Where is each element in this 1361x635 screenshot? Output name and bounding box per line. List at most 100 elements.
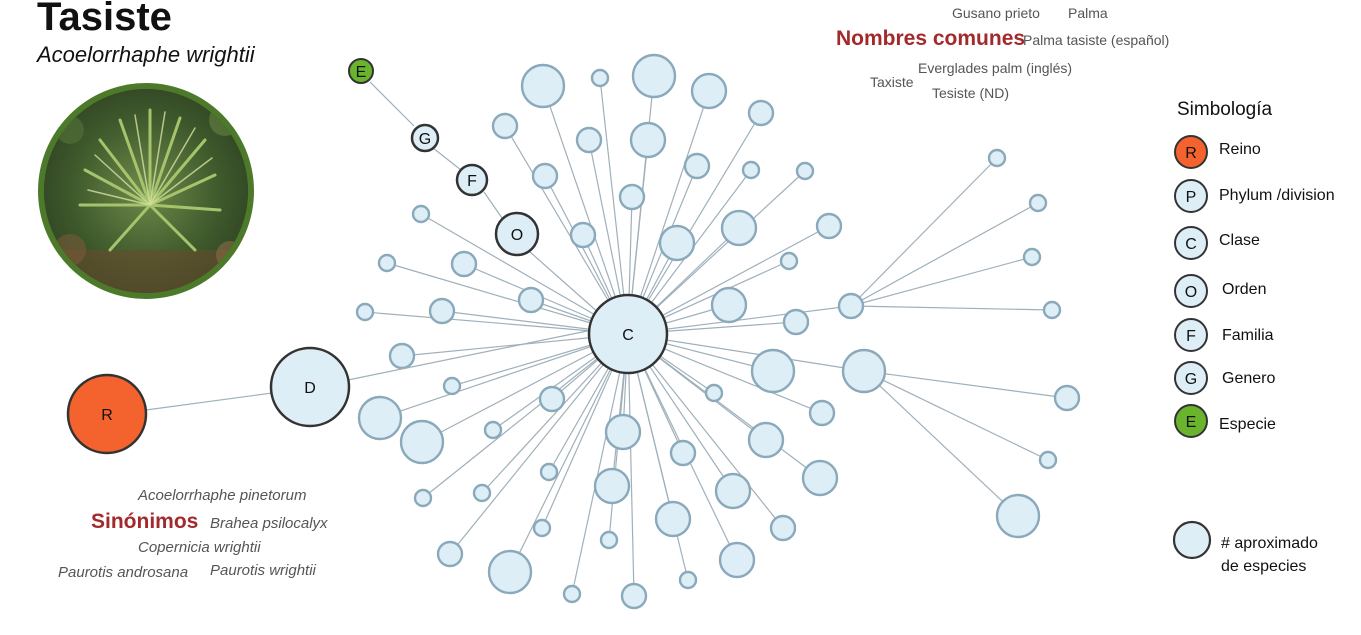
legend-label: Genero	[1222, 370, 1275, 387]
edge	[386, 262, 629, 335]
legend-label: Especie	[1219, 416, 1276, 433]
edge	[850, 305, 1053, 311]
species-count-circle	[428, 297, 456, 325]
species-count-circle	[569, 221, 597, 249]
species-count-circle	[720, 209, 758, 247]
palm-plant-photo-icon	[38, 83, 254, 299]
species-count-circle	[690, 72, 728, 110]
species-count-circle	[538, 385, 566, 413]
common-name: Everglades palm (inglés)	[918, 60, 1072, 76]
species-count-circle	[1038, 450, 1058, 470]
species-count-circle	[531, 162, 559, 190]
species-count-circle	[517, 286, 545, 314]
species-count-circle	[714, 472, 752, 510]
legend-size-note: # aproximado	[1221, 535, 1318, 552]
edge	[627, 90, 710, 335]
species-count-circle	[1028, 193, 1048, 213]
species-count-circle	[995, 493, 1041, 539]
species-count-circle	[618, 183, 646, 211]
edge	[627, 333, 689, 581]
edge	[627, 333, 635, 597]
legend-label: Familia	[1222, 327, 1274, 344]
species-count-circle	[411, 204, 431, 224]
node-orden-label: O	[511, 227, 523, 244]
node-reino: R	[66, 373, 148, 455]
species-count-circle	[718, 541, 756, 579]
species-count-circle	[669, 439, 697, 467]
edge	[504, 125, 629, 335]
species-count-circle	[442, 376, 462, 396]
species-count-circle	[593, 467, 631, 505]
edge	[850, 202, 1039, 307]
legend-title: Simbología	[1177, 99, 1272, 120]
node-division: D	[269, 346, 351, 428]
page-title: Tasiste	[37, 0, 172, 39]
synonym: Paurotis wrightii	[210, 562, 317, 579]
legend-item-phylum: P Phylum /division	[1174, 179, 1335, 213]
node-especie: E	[348, 58, 374, 84]
species-count-circle	[472, 483, 492, 503]
edge	[509, 333, 629, 573]
species-count-circle	[562, 584, 582, 604]
edge	[850, 157, 998, 307]
edges	[364, 75, 1068, 597]
edge	[863, 370, 1019, 517]
node-division-label: D	[304, 380, 316, 397]
synonym: Paurotis androsana	[58, 564, 188, 581]
edge	[863, 370, 1049, 461]
species-count-circle	[388, 342, 416, 370]
common-name: Taxiste	[870, 74, 914, 90]
species-count-circle	[629, 121, 667, 159]
edge	[850, 256, 1033, 307]
species-count-circle	[801, 459, 839, 497]
species-count-circle	[808, 399, 836, 427]
legend-letter: O	[1185, 284, 1197, 301]
edge	[863, 370, 1068, 399]
edge	[449, 333, 629, 555]
common-name: Palma	[1068, 5, 1108, 21]
edge	[364, 311, 629, 335]
legend-item-familia: F Familia	[1174, 318, 1274, 352]
species-count-circle	[399, 419, 445, 465]
edge-orden-clase	[529, 251, 601, 315]
node-clase-label: C	[622, 327, 634, 344]
node-genero: G	[410, 123, 440, 153]
species-count-circle	[590, 68, 610, 88]
species-count-circle	[741, 160, 761, 180]
edge-familia-orden	[483, 191, 503, 219]
synonyms: Acoelorrhaphe pinetorum Sinónimos Brahea…	[58, 487, 328, 581]
species-count-circle	[683, 152, 711, 180]
species-count-circle	[436, 540, 464, 568]
species-count-circle	[815, 212, 843, 240]
species-count-circle	[1053, 384, 1081, 412]
species-count-circle	[837, 292, 865, 320]
species-count-circle	[539, 462, 559, 482]
node-familia-label: F	[467, 173, 477, 190]
species-count-circle	[987, 148, 1007, 168]
species-count-circle	[483, 420, 503, 440]
legend-letter: C	[1185, 236, 1197, 253]
species-count-circle	[747, 421, 785, 459]
species-count-circle	[357, 395, 403, 441]
legend-item-clase: C Clase	[1174, 226, 1260, 260]
edge	[627, 333, 784, 529]
species-count-circle	[841, 348, 887, 394]
species-count-circle	[704, 383, 724, 403]
legend-letter: E	[1186, 414, 1197, 431]
species-count-circle	[413, 488, 433, 508]
edge	[379, 333, 629, 419]
species-count-circle	[491, 112, 519, 140]
species-count-circles	[355, 53, 1081, 610]
species-count-circle	[678, 570, 698, 590]
node-orden: O	[494, 211, 540, 257]
species-count-circle	[450, 250, 478, 278]
legend-letter: F	[1186, 328, 1196, 345]
legend-label: Reino	[1219, 141, 1261, 158]
legend-item-species-count: # aproximado de especies	[1172, 520, 1318, 575]
species-count-circle	[779, 251, 799, 271]
edge	[627, 112, 762, 335]
species-count-circle	[520, 63, 566, 109]
legend-size-note: de especies	[1221, 558, 1306, 575]
legend-item-reino: R Reino	[1174, 135, 1261, 169]
